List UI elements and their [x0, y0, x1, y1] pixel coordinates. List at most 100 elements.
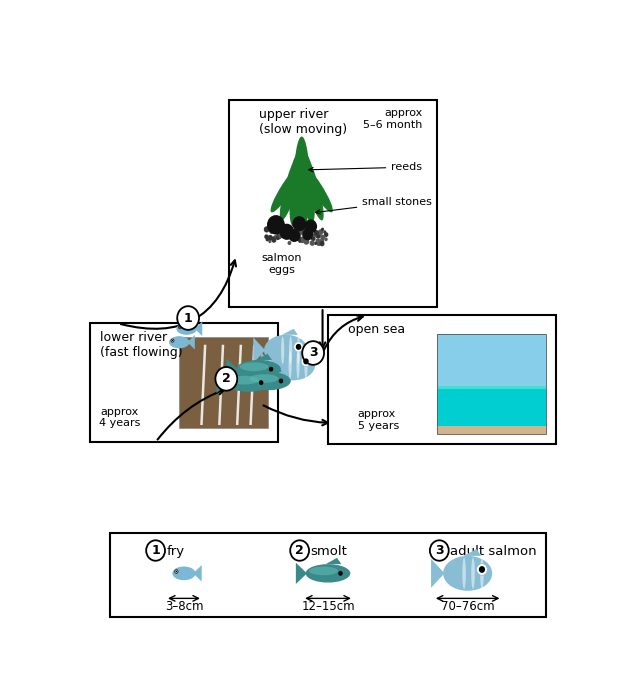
Circle shape: [291, 232, 294, 236]
Ellipse shape: [289, 351, 292, 379]
Polygon shape: [266, 366, 282, 372]
Circle shape: [296, 344, 301, 350]
Text: open sea: open sea: [348, 324, 405, 336]
Ellipse shape: [239, 362, 269, 371]
Ellipse shape: [305, 351, 308, 379]
Circle shape: [279, 379, 284, 384]
Circle shape: [300, 237, 305, 243]
Circle shape: [269, 228, 273, 233]
Circle shape: [320, 235, 325, 240]
Circle shape: [171, 339, 174, 343]
Circle shape: [291, 236, 296, 240]
Polygon shape: [257, 354, 272, 360]
Ellipse shape: [294, 136, 310, 233]
Ellipse shape: [297, 336, 300, 364]
Text: adult salmon: adult salmon: [450, 545, 537, 558]
Circle shape: [288, 229, 300, 242]
Polygon shape: [216, 372, 228, 394]
Circle shape: [321, 228, 324, 231]
Ellipse shape: [443, 556, 492, 591]
Text: 2: 2: [295, 544, 304, 557]
Circle shape: [179, 326, 181, 329]
Ellipse shape: [462, 558, 466, 589]
Circle shape: [316, 241, 321, 246]
Text: 12–15cm: 12–15cm: [301, 600, 355, 614]
Ellipse shape: [177, 323, 197, 335]
Ellipse shape: [298, 143, 324, 220]
Polygon shape: [326, 558, 341, 564]
Text: 3: 3: [309, 347, 317, 359]
Ellipse shape: [471, 558, 475, 589]
Circle shape: [319, 239, 324, 244]
Circle shape: [271, 238, 276, 243]
Circle shape: [314, 229, 317, 233]
Polygon shape: [253, 338, 265, 363]
Circle shape: [323, 231, 326, 233]
Polygon shape: [193, 565, 202, 582]
Circle shape: [296, 236, 301, 241]
Text: approx
5–6 month: approx 5–6 month: [363, 108, 422, 130]
Ellipse shape: [264, 335, 308, 366]
Circle shape: [301, 236, 306, 242]
Circle shape: [479, 566, 485, 573]
Ellipse shape: [271, 350, 315, 380]
FancyBboxPatch shape: [229, 100, 437, 308]
Text: fry: fry: [166, 545, 184, 558]
Circle shape: [268, 235, 273, 240]
Ellipse shape: [236, 360, 281, 378]
Ellipse shape: [250, 374, 278, 383]
Circle shape: [294, 342, 303, 352]
Circle shape: [287, 241, 291, 245]
Circle shape: [430, 540, 449, 561]
Ellipse shape: [480, 558, 484, 589]
Circle shape: [304, 219, 317, 233]
Circle shape: [311, 226, 316, 231]
Circle shape: [310, 240, 315, 246]
Text: reeds: reeds: [308, 162, 422, 172]
Circle shape: [259, 380, 264, 385]
Ellipse shape: [246, 372, 291, 390]
Polygon shape: [431, 559, 444, 588]
Text: upper river
(slow moving): upper river (slow moving): [259, 108, 347, 136]
Ellipse shape: [281, 336, 284, 364]
Circle shape: [177, 306, 199, 330]
Circle shape: [276, 236, 280, 240]
Polygon shape: [463, 549, 481, 556]
FancyBboxPatch shape: [110, 533, 547, 617]
Ellipse shape: [289, 336, 292, 364]
Circle shape: [276, 233, 282, 239]
Circle shape: [313, 233, 317, 237]
Circle shape: [302, 229, 313, 240]
Text: 3–8cm: 3–8cm: [164, 600, 204, 614]
Circle shape: [324, 238, 328, 241]
Circle shape: [303, 238, 309, 245]
Polygon shape: [289, 343, 305, 350]
Ellipse shape: [309, 567, 338, 575]
Ellipse shape: [271, 164, 303, 212]
FancyBboxPatch shape: [90, 324, 278, 442]
Polygon shape: [260, 352, 273, 377]
Circle shape: [314, 242, 317, 245]
Text: salmon
eggs: salmon eggs: [262, 253, 302, 275]
Circle shape: [311, 236, 316, 241]
Circle shape: [216, 367, 237, 391]
Text: smolt: smolt: [310, 545, 348, 558]
Polygon shape: [188, 335, 195, 350]
Circle shape: [303, 359, 308, 364]
Circle shape: [302, 341, 324, 365]
Text: approx
4 years: approx 4 years: [99, 407, 140, 428]
Circle shape: [300, 224, 305, 231]
Circle shape: [320, 238, 324, 243]
Circle shape: [305, 234, 309, 238]
Circle shape: [269, 229, 274, 234]
FancyBboxPatch shape: [437, 386, 547, 396]
Circle shape: [477, 563, 487, 575]
Ellipse shape: [280, 143, 306, 220]
Polygon shape: [227, 359, 237, 380]
Polygon shape: [195, 322, 202, 336]
Ellipse shape: [289, 157, 306, 226]
Ellipse shape: [296, 351, 300, 379]
Circle shape: [319, 241, 324, 246]
Ellipse shape: [169, 336, 189, 348]
Circle shape: [301, 225, 305, 229]
